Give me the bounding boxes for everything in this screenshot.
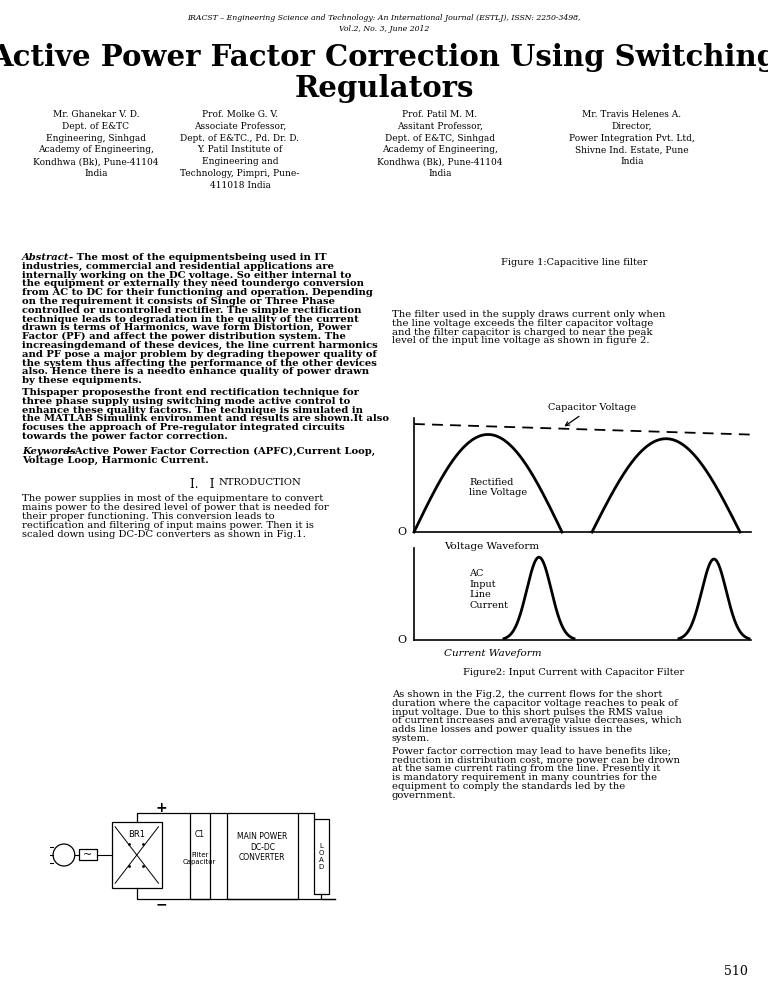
Text: Abstract: Abstract bbox=[22, 253, 69, 262]
Text: Dept. of E&TC., Pd. Dr. D.: Dept. of E&TC., Pd. Dr. D. bbox=[180, 133, 300, 142]
Text: NTRODUCTION: NTRODUCTION bbox=[218, 478, 301, 487]
Text: Rectified
line Voltage: Rectified line Voltage bbox=[469, 478, 527, 497]
Text: adds line losses and power quality issues in the: adds line losses and power quality issue… bbox=[392, 726, 632, 735]
Text: mains power to the desired level of power that is needed for: mains power to the desired level of powe… bbox=[22, 503, 329, 512]
Text: Engineering, Sinhgad: Engineering, Sinhgad bbox=[46, 133, 146, 142]
Text: the system thus affecting the performance of the other devices: the system thus affecting the performanc… bbox=[22, 359, 377, 368]
Text: also. Hence there is a needto enhance quality of power drawn: also. Hence there is a needto enhance qu… bbox=[22, 368, 369, 377]
Text: equipment to comply the standards led by the: equipment to comply the standards led by… bbox=[392, 782, 625, 791]
Bar bbox=[190, 812, 210, 899]
Text: MAIN POWER
DC-DC
CONVERTER: MAIN POWER DC-DC CONVERTER bbox=[237, 832, 287, 862]
Text: the equipment or externally they need toundergo conversion: the equipment or externally they need to… bbox=[22, 279, 364, 288]
Text: of current increases and average value decreases, which: of current increases and average value d… bbox=[392, 717, 682, 726]
Text: Assitant Professor,: Assitant Professor, bbox=[397, 122, 483, 131]
Text: three phase supply using switching mode active control to: three phase supply using switching mode … bbox=[22, 397, 350, 406]
Text: 411018 India: 411018 India bbox=[210, 181, 270, 190]
Text: Director,: Director, bbox=[612, 122, 652, 131]
Text: on the requirement it consists of Single or Three Phase: on the requirement it consists of Single… bbox=[22, 297, 335, 306]
Bar bbox=[112, 822, 161, 888]
Text: level of the input line voltage as shown in figure 2.: level of the input line voltage as shown… bbox=[392, 336, 650, 345]
Text: Dept. of E&TC: Dept. of E&TC bbox=[62, 122, 130, 131]
Text: government.: government. bbox=[392, 791, 456, 800]
Text: Prof. Patil M. M.: Prof. Patil M. M. bbox=[402, 110, 478, 119]
Text: The power supplies in most of the equipmentare to convert: The power supplies in most of the equipm… bbox=[22, 494, 323, 503]
Text: Vol.2, No. 3, June 2012: Vol.2, No. 3, June 2012 bbox=[339, 25, 429, 33]
Text: Shivne Ind. Estate, Pune: Shivne Ind. Estate, Pune bbox=[575, 145, 689, 154]
Text: Academy of Engineering,: Academy of Engineering, bbox=[38, 145, 154, 154]
Text: increasingdemand of these devices, the line current harmonics: increasingdemand of these devices, the l… bbox=[22, 341, 378, 350]
Text: Figure2: Input Current with Capacitor Filter: Figure2: Input Current with Capacitor Fi… bbox=[463, 668, 684, 677]
Text: Technology, Pimpri, Pune-: Technology, Pimpri, Pune- bbox=[180, 169, 300, 178]
Text: Associate Professor,: Associate Professor, bbox=[194, 122, 286, 131]
Text: their proper functioning. This conversion leads to: their proper functioning. This conversio… bbox=[22, 512, 275, 521]
Text: Kondhwa (Bk), Pune-41104: Kondhwa (Bk), Pune-41104 bbox=[377, 157, 503, 166]
Text: at the same current rating from the line. Presently it: at the same current rating from the line… bbox=[392, 764, 660, 773]
Text: Prof. Molke G. V.: Prof. Molke G. V. bbox=[202, 110, 278, 119]
Text: O: O bbox=[397, 635, 406, 645]
Text: reduction in distribution cost, more power can be drown: reduction in distribution cost, more pow… bbox=[392, 755, 680, 764]
Text: Filter
Capacitor: Filter Capacitor bbox=[183, 852, 217, 865]
Text: Keywords: Keywords bbox=[22, 446, 76, 456]
Text: Power factor correction may lead to have benefits like;: Power factor correction may lead to have… bbox=[392, 746, 671, 755]
Text: Power Integration Pvt. Ltd,: Power Integration Pvt. Ltd, bbox=[569, 133, 695, 142]
Text: Academy of Engineering,: Academy of Engineering, bbox=[382, 145, 498, 154]
Text: As shown in the Fig.2, the current flows for the short: As shown in the Fig.2, the current flows… bbox=[392, 690, 662, 699]
Text: Capacitor Voltage: Capacitor Voltage bbox=[548, 403, 636, 425]
Text: scaled down using DC-DC converters as shown in Fig.1.: scaled down using DC-DC converters as sh… bbox=[22, 530, 306, 539]
Text: industries, commercial and residential applications are: industries, commercial and residential a… bbox=[22, 261, 334, 270]
Bar bbox=[313, 819, 329, 895]
Text: India: India bbox=[84, 169, 108, 178]
Text: AC
Input
Line
Current: AC Input Line Current bbox=[469, 570, 508, 609]
Text: is mandatory requirement in many countries for the: is mandatory requirement in many countri… bbox=[392, 773, 657, 782]
Text: drawn is terms of Harmonics, wave form Distortion, Power: drawn is terms of Harmonics, wave form D… bbox=[22, 323, 352, 332]
Text: and PF pose a major problem by degrading thepower quality of: and PF pose a major problem by degrading… bbox=[22, 350, 377, 359]
Text: O: O bbox=[397, 527, 406, 537]
Bar bbox=[79, 849, 97, 861]
Text: Mr. Travis Helenes A.: Mr. Travis Helenes A. bbox=[582, 110, 681, 119]
Text: internally working on the DC voltage. So either internal to: internally working on the DC voltage. So… bbox=[22, 270, 352, 279]
Text: the line voltage exceeds the filter capacitor voltage: the line voltage exceeds the filter capa… bbox=[392, 319, 654, 328]
Text: India: India bbox=[621, 157, 644, 166]
Text: BR1: BR1 bbox=[128, 830, 145, 839]
Text: Regulators: Regulators bbox=[294, 74, 474, 103]
Text: IRACST – Engineering Science and Technology: An International Journal (ESTLJ), I: IRACST – Engineering Science and Technol… bbox=[187, 14, 581, 22]
Text: - The most of the equipmentsbeing used in IT: - The most of the equipmentsbeing used i… bbox=[69, 253, 326, 262]
Text: Voltage Waveform: Voltage Waveform bbox=[444, 542, 539, 551]
Text: system.: system. bbox=[392, 734, 430, 743]
Text: controlled or uncontrolled rectifier. The simple rectification: controlled or uncontrolled rectifier. Th… bbox=[22, 306, 362, 315]
Text: input voltage. Due to this short pulses the RMS value: input voltage. Due to this short pulses … bbox=[392, 708, 663, 717]
Text: towards the power factor correction.: towards the power factor correction. bbox=[22, 432, 228, 441]
Text: +: + bbox=[156, 801, 167, 815]
Text: the MATLAB Simulink environment and results are shown.It also: the MATLAB Simulink environment and resu… bbox=[22, 414, 389, 423]
Text: enhance these quality factors. The technique is simulated in: enhance these quality factors. The techn… bbox=[22, 406, 363, 414]
Text: and the filter capacitor is charged to near the peak: and the filter capacitor is charged to n… bbox=[392, 328, 653, 337]
Text: Voltage Loop, Harmonic Current.: Voltage Loop, Harmonic Current. bbox=[22, 455, 209, 464]
Text: −: − bbox=[156, 898, 167, 911]
Text: by these equipments.: by these equipments. bbox=[22, 376, 142, 386]
Text: 510: 510 bbox=[724, 965, 748, 978]
Text: Factor (PF) and affect the power distribution system. The: Factor (PF) and affect the power distrib… bbox=[22, 332, 346, 341]
Text: Active Power Factor Correction Using Switching: Active Power Factor Correction Using Swi… bbox=[0, 43, 768, 72]
Text: The filter used in the supply draws current only when: The filter used in the supply draws curr… bbox=[392, 310, 665, 319]
Text: rectification and filtering of input mains power. Then it is: rectification and filtering of input mai… bbox=[22, 521, 314, 530]
Text: —Active Power Factor Correction (APFC),Current Loop,: —Active Power Factor Correction (APFC),C… bbox=[65, 446, 376, 456]
Text: Y. Patil Institute of: Y. Patil Institute of bbox=[197, 145, 283, 154]
Text: L
O
A
D: L O A D bbox=[319, 843, 324, 870]
Text: India: India bbox=[429, 169, 452, 178]
Text: focuses the approach of Pre-regulator integrated circuits: focuses the approach of Pre-regulator in… bbox=[22, 423, 345, 432]
Bar bbox=[227, 812, 298, 899]
Text: technique leads to degradation in the quality of the current: technique leads to degradation in the qu… bbox=[22, 314, 359, 324]
Text: C1: C1 bbox=[194, 830, 204, 839]
Text: Dept. of E&TC, Sinhgad: Dept. of E&TC, Sinhgad bbox=[385, 133, 495, 142]
Text: duration where the capacitor voltage reaches to peak of: duration where the capacitor voltage rea… bbox=[392, 699, 678, 708]
Text: from AC to DC for their functioning and operation. Depending: from AC to DC for their functioning and … bbox=[22, 288, 373, 297]
Text: I.   I: I. I bbox=[190, 478, 214, 491]
Text: Kondhwa (Bk), Pune-41104: Kondhwa (Bk), Pune-41104 bbox=[33, 157, 159, 166]
Text: Mr. Ghanekar V. D.: Mr. Ghanekar V. D. bbox=[53, 110, 139, 119]
Text: ~: ~ bbox=[84, 850, 93, 860]
Text: Engineering and: Engineering and bbox=[202, 157, 278, 166]
Text: Current Waveform: Current Waveform bbox=[444, 649, 541, 658]
Text: Thispaper proposesthe front end rectification technique for: Thispaper proposesthe front end rectific… bbox=[22, 388, 359, 397]
Text: Figure 1:Capacitive line filter: Figure 1:Capacitive line filter bbox=[501, 258, 647, 267]
